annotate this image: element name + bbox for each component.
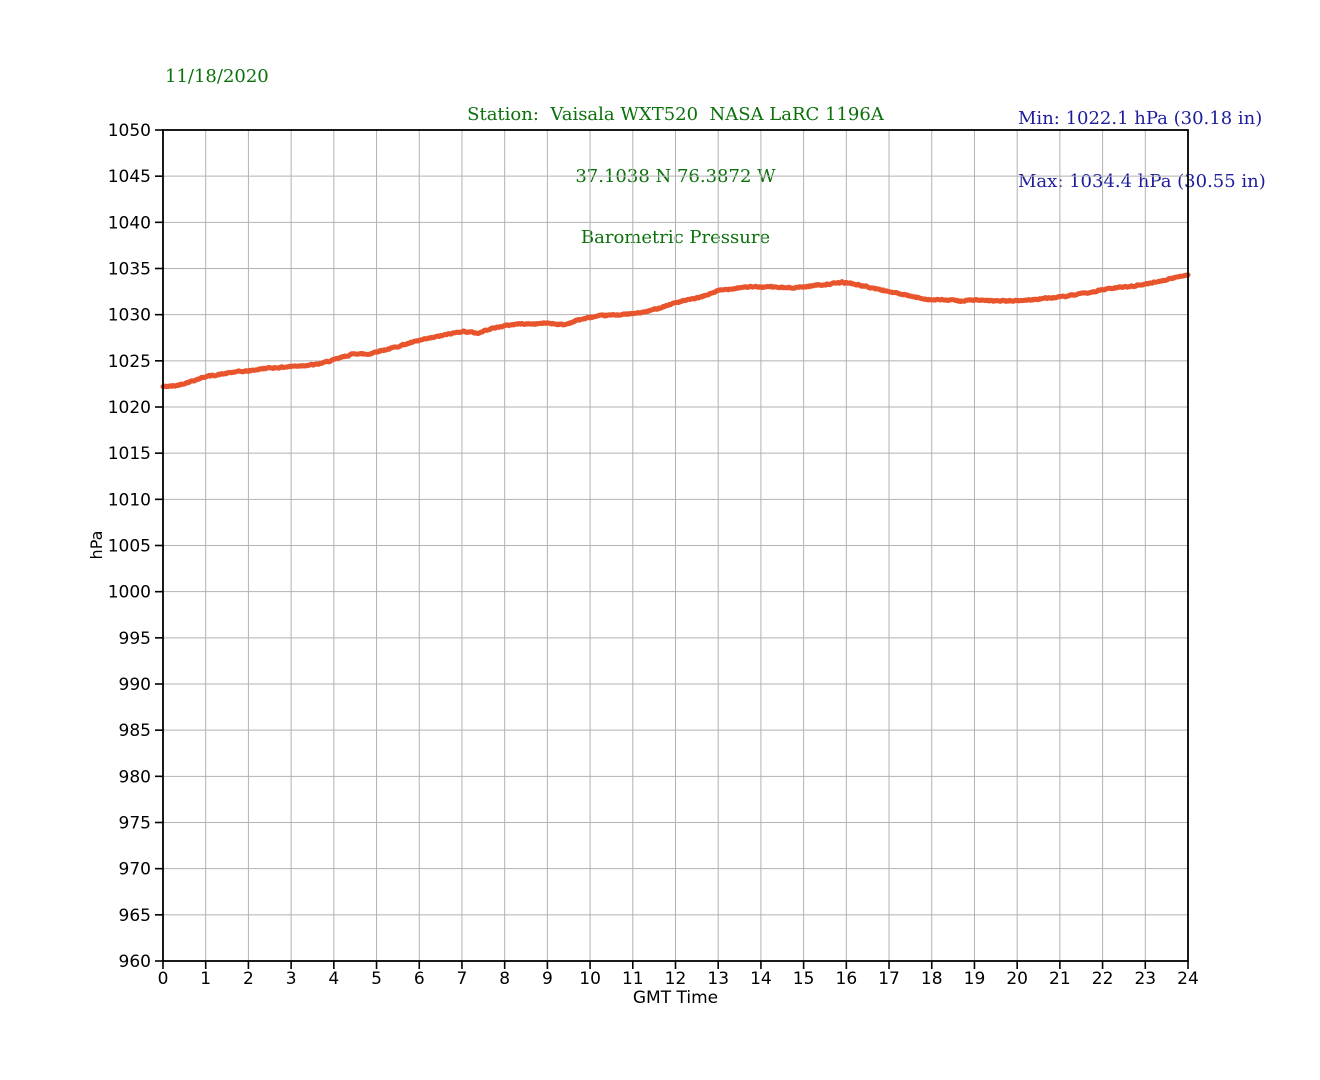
min-value: Min: 1022.1 hPa (30.18 in) bbox=[1018, 108, 1263, 129]
date-label: 11/18/2020 bbox=[165, 66, 269, 87]
svg-text:1025: 1025 bbox=[108, 352, 151, 372]
svg-text:960: 960 bbox=[119, 952, 151, 972]
svg-text:22: 22 bbox=[1092, 969, 1114, 989]
svg-text:21: 21 bbox=[1049, 969, 1071, 989]
pressure-trace bbox=[160, 272, 1191, 390]
svg-text:4: 4 bbox=[328, 969, 339, 989]
svg-text:1000: 1000 bbox=[108, 583, 151, 603]
svg-text:15: 15 bbox=[793, 969, 815, 989]
svg-text:1010: 1010 bbox=[108, 490, 151, 510]
svg-text:1035: 1035 bbox=[108, 260, 151, 280]
svg-text:18: 18 bbox=[921, 969, 943, 989]
svg-text:995: 995 bbox=[119, 629, 151, 649]
svg-text:8: 8 bbox=[499, 969, 510, 989]
svg-text:6: 6 bbox=[414, 969, 425, 989]
svg-text:970: 970 bbox=[119, 860, 151, 880]
station-line: Station: Vaisala WXT520 NASA LaRC 1196A bbox=[467, 104, 884, 125]
svg-text:16: 16 bbox=[836, 969, 858, 989]
svg-text:7: 7 bbox=[457, 969, 468, 989]
svg-text:980: 980 bbox=[119, 767, 151, 787]
svg-text:24: 24 bbox=[1177, 969, 1199, 989]
svg-text:14: 14 bbox=[750, 969, 772, 989]
svg-text:990: 990 bbox=[119, 675, 151, 695]
x-axis-label: GMT Time bbox=[632, 988, 719, 1008]
svg-text:9: 9 bbox=[542, 969, 553, 989]
svg-text:11: 11 bbox=[622, 969, 644, 989]
svg-text:0: 0 bbox=[158, 969, 169, 989]
svg-text:20: 20 bbox=[1006, 969, 1028, 989]
svg-text:1050: 1050 bbox=[108, 121, 151, 141]
svg-text:12: 12 bbox=[665, 969, 687, 989]
svg-text:10: 10 bbox=[579, 969, 601, 989]
svg-text:985: 985 bbox=[119, 721, 151, 741]
svg-text:965: 965 bbox=[119, 906, 151, 926]
svg-text:975: 975 bbox=[119, 814, 151, 834]
tick-labels: 9609659709759809859909951000100510101015… bbox=[108, 121, 1199, 989]
grid-lines bbox=[162, 129, 1189, 962]
svg-text:13: 13 bbox=[707, 969, 729, 989]
svg-text:17: 17 bbox=[878, 969, 900, 989]
svg-text:1015: 1015 bbox=[108, 444, 151, 464]
series-line bbox=[160, 272, 1191, 390]
svg-text:1005: 1005 bbox=[108, 537, 151, 557]
svg-text:23: 23 bbox=[1134, 969, 1156, 989]
svg-text:19: 19 bbox=[964, 969, 986, 989]
y-axis-label: hPa bbox=[87, 530, 106, 560]
svg-text:1045: 1045 bbox=[108, 167, 151, 187]
svg-text:1: 1 bbox=[200, 969, 211, 989]
svg-text:5: 5 bbox=[371, 969, 382, 989]
svg-text:1030: 1030 bbox=[108, 306, 151, 326]
chart-header: Station: Vaisala WXT520 NASA LaRC 1196A … bbox=[163, 64, 1188, 290]
svg-text:1040: 1040 bbox=[108, 213, 151, 233]
svg-text:1020: 1020 bbox=[108, 398, 151, 418]
svg-text:2: 2 bbox=[243, 969, 254, 989]
axis-ticks bbox=[155, 129, 1189, 969]
chart-title: Barometric Pressure bbox=[580, 227, 771, 248]
svg-text:3: 3 bbox=[286, 969, 297, 989]
